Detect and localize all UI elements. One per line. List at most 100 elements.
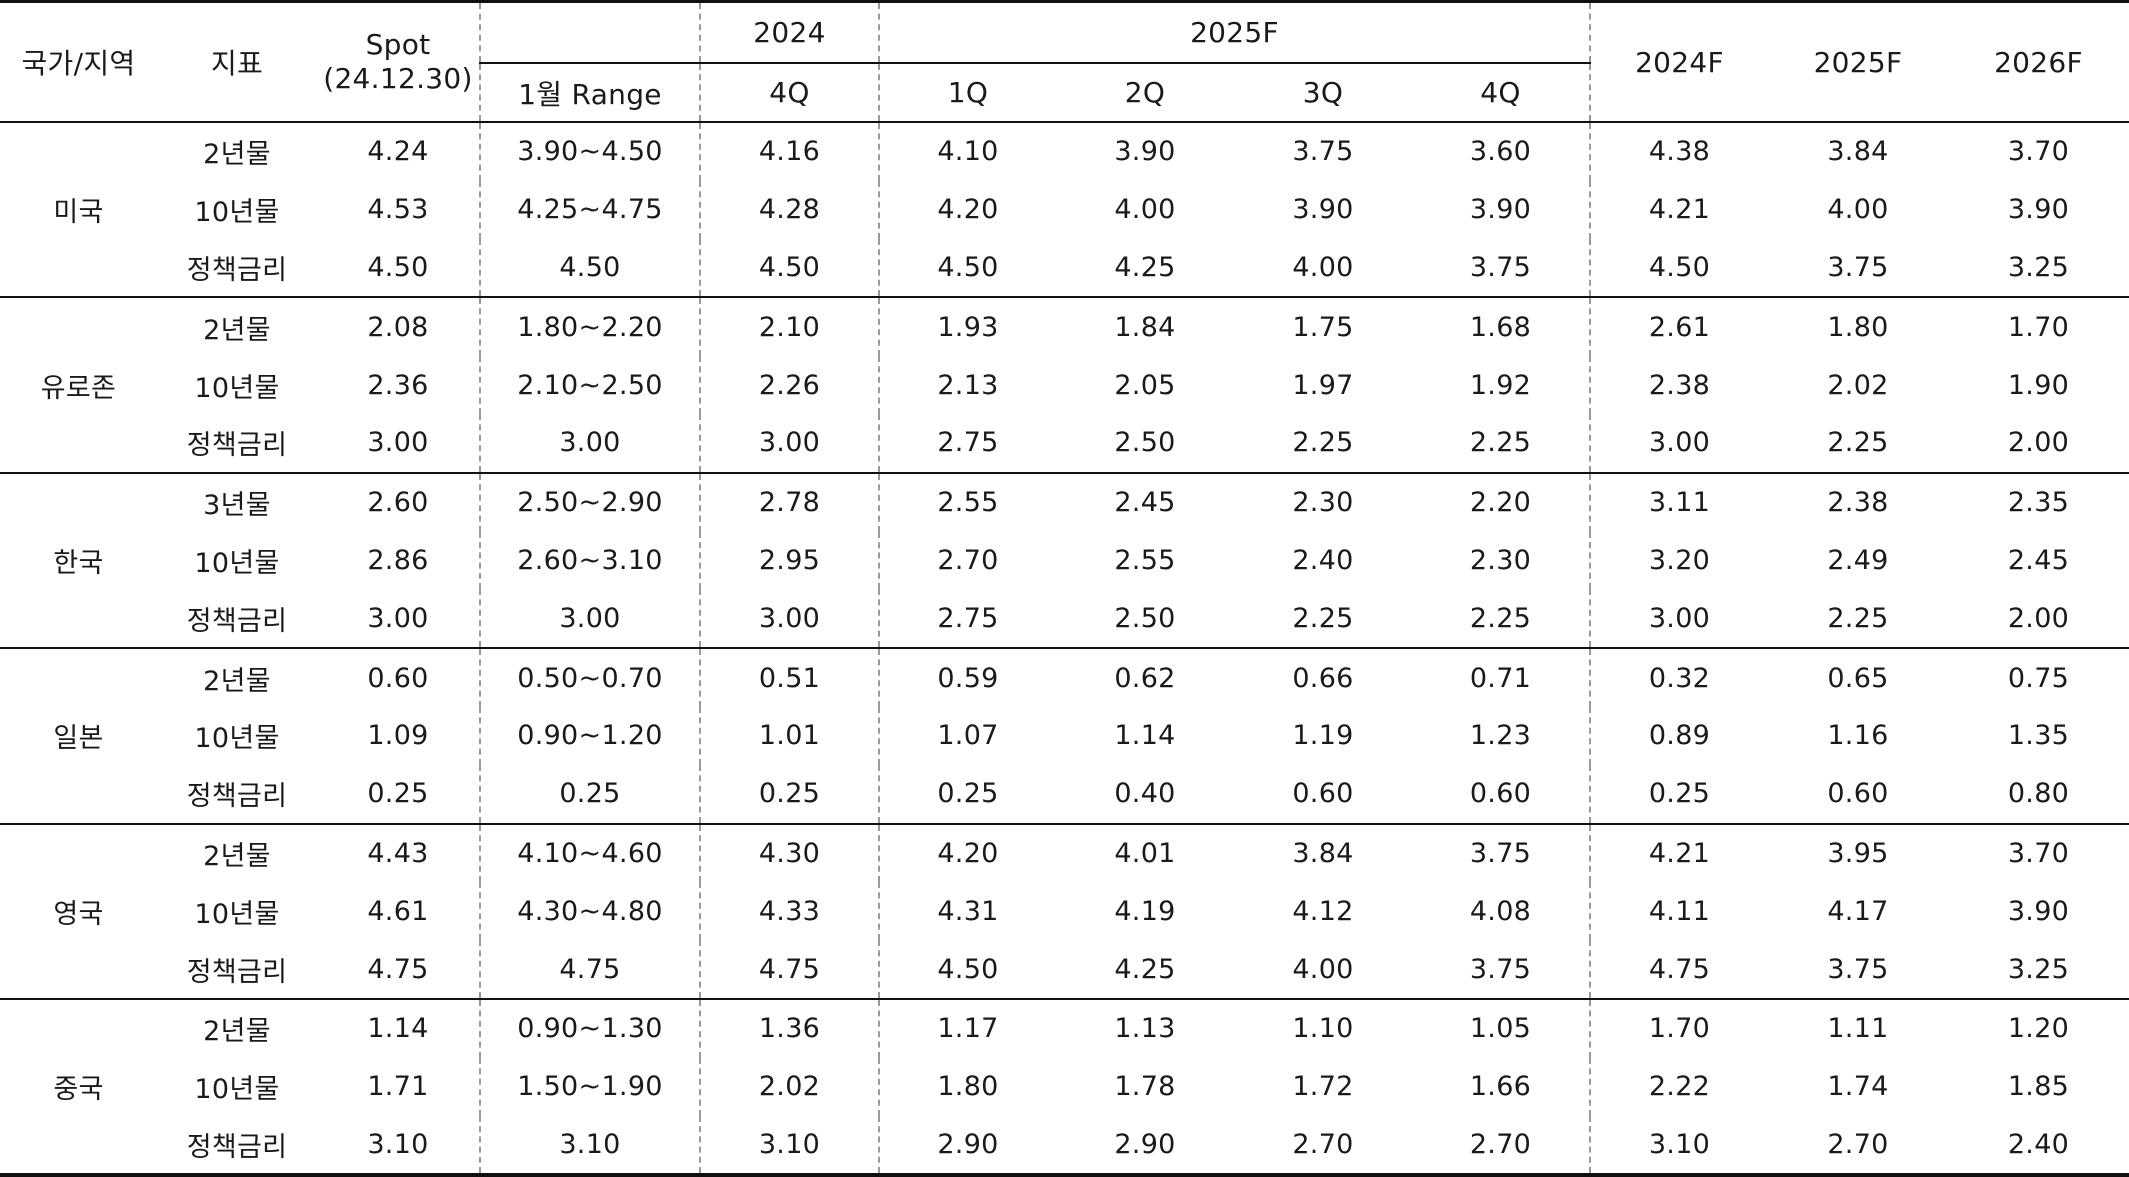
indicator-cell: 10년물	[194, 1074, 280, 1106]
header-2025f: 2025F	[1813, 45, 1903, 79]
y2025f-cell: 2.49	[1827, 544, 1889, 576]
q3-2025-cell: 2.30	[1292, 487, 1354, 519]
q4-2025-cell: 3.60	[1469, 136, 1532, 168]
range-cell: 4.10~4.60	[479, 823, 700, 883]
indicator-cell: 10년물	[194, 723, 280, 755]
table-row: 10년물 4.53 4.25~4.75 4.28 4.20 4.00 3.90 3.90 4.2…	[0, 180, 2129, 239]
q2-2025-cell: 0.62	[1114, 662, 1176, 694]
range-cell: 2.60~3.10	[479, 531, 700, 590]
y2024f-cell: 4.50	[1589, 238, 1768, 299]
table-row: 정책금리 3.00 3.00 3.00 2.75 2.50 2.25 2.25 3.00 2.25…	[0, 413, 2129, 474]
q1-2025-cell: 2.13	[878, 356, 1056, 414]
header-2025-3q: 3Q	[1302, 76, 1344, 109]
spot-cell: 4.75	[317, 940, 480, 1000]
q2-2025-cell: 2.05	[1114, 369, 1176, 401]
q4-2025-cell: 1.23	[1469, 720, 1532, 752]
y2025f-cell: 2.25	[1768, 413, 1948, 474]
q4-2025-cell: 3.75	[1412, 238, 1590, 299]
y2024f-cell: 3.00	[1589, 589, 1768, 650]
q2-2025-cell: 2.55	[1114, 544, 1176, 576]
table-row: 한국 3년물 2.60 2.50~2.90 2.78 2.55 2.45 2.30 2.20 3.…	[0, 472, 2129, 650]
q3-2025-cell: 3.90	[1292, 194, 1354, 226]
q1-2025-cell: 4.20	[878, 180, 1056, 239]
indicator-cell: 정책금리	[157, 940, 317, 1000]
q4-2024-cell: 4.16	[699, 122, 879, 181]
header-group-2024: 2024	[699, 1, 879, 64]
q4-2025-cell: 3.75	[1469, 837, 1532, 869]
q4-2025-cell: 2.30	[1469, 544, 1532, 576]
table-body: 미국 2년물 4.24 3.90~4.50 4.16 4.10 3.90 3.75 3.60 4.…	[0, 122, 2129, 1177]
table-row: 정책금리 0.25 0.25 0.25 0.25 0.40 0.60 0.60 0.25 0.60…	[0, 764, 2129, 825]
range-cell: 0.90~1.20	[479, 706, 700, 765]
q4-2025-cell: 1.92	[1469, 369, 1532, 401]
q2-2025-cell: 4.00	[1114, 194, 1176, 226]
q2-2025-cell: 0.40	[1056, 764, 1234, 825]
q2-2025-cell: 4.19	[1114, 895, 1176, 927]
q3-2025-cell: 1.75	[1292, 311, 1354, 343]
range-cell: 1.80~2.20	[479, 297, 700, 357]
y2025f-cell: 1.16	[1827, 720, 1889, 752]
y2025f-cell: 4.00	[1827, 194, 1889, 226]
y2026f-cell: 3.70	[2007, 136, 2070, 168]
q2-2025-cell: 4.01	[1114, 837, 1176, 869]
range-cell: 3.00	[479, 413, 700, 474]
indicator-cell: 정책금리	[157, 764, 317, 825]
q3-2025-cell: 0.66	[1292, 662, 1354, 694]
header-range-spacer	[479, 1, 700, 64]
q3-2025-cell: 2.40	[1292, 544, 1354, 576]
y2024f-cell: 3.20	[1589, 531, 1768, 590]
q3-2025-cell: 0.60	[1234, 764, 1412, 825]
y2025f-cell: 3.84	[1827, 136, 1889, 168]
spot-cell: 4.50	[317, 238, 480, 299]
q1-2025-cell: 4.20	[878, 823, 1056, 883]
region-name-cell: 일본	[0, 648, 157, 825]
spot-cell: 3.10	[317, 1115, 480, 1177]
spot-cell: 2.36	[367, 369, 429, 401]
q3-2025-cell: 2.70	[1234, 1115, 1412, 1177]
q1-2025-cell: 2.55	[878, 472, 1056, 532]
q1-2025-cell: 1.07	[878, 706, 1056, 765]
indicator-cell: 2년물	[203, 1016, 271, 1048]
spot-cell: 2.08	[367, 311, 429, 343]
spot-cell: 0.60	[367, 662, 429, 694]
y2024f-cell: 2.61	[1589, 297, 1768, 357]
q2-2025-cell: 1.14	[1114, 720, 1176, 752]
y2024f-cell: 0.32	[1589, 648, 1768, 707]
q4-2024-cell: 2.02	[699, 1057, 879, 1116]
q2-2025-cell: 2.90	[1056, 1115, 1234, 1177]
spot-cell: 3.00	[317, 413, 480, 474]
table-row: 유로존 2년물 2.08 1.80~2.20 2.10 1.93 1.84 1.75 1.68 2…	[0, 297, 2129, 474]
table-row: 10년물 2.86 2.60~3.10 2.95 2.70 2.55 2.40 2.30 3.2…	[0, 531, 2129, 590]
header-2024f: 2024F	[1589, 1, 1768, 122]
y2026f-cell: 0.80	[1948, 764, 2129, 825]
q3-2025-cell: 1.10	[1292, 1013, 1354, 1045]
q2-2025-cell: 4.25	[1056, 940, 1234, 1000]
region-name-cell: 중국	[0, 998, 157, 1177]
q4-2025-cell: 1.66	[1469, 1071, 1532, 1103]
q3-2025-cell: 3.75	[1292, 136, 1354, 168]
q4-2024-cell: 1.01	[699, 706, 879, 765]
indicator-cell: 2년물	[203, 665, 271, 697]
y2026f-cell: 3.70	[2007, 837, 2070, 869]
range-cell: 0.90~1.30	[479, 998, 700, 1058]
table-row: 정책금리 4.75 4.75 4.75 4.50 4.25 4.00 3.75 4.75 3.75…	[0, 940, 2129, 1000]
y2026f-cell: 1.20	[2007, 1013, 2070, 1045]
table-row: 정책금리 3.10 3.10 3.10 2.90 2.90 2.70 2.70 3.10 2.70…	[0, 1115, 2129, 1177]
q3-2025-cell: 4.00	[1234, 238, 1412, 299]
header-2025-2q: 2Q	[1124, 76, 1166, 109]
q2-2025-cell: 2.45	[1114, 487, 1176, 519]
spot-cell: 2.60	[367, 487, 429, 519]
spot-cell: 1.71	[367, 1071, 429, 1103]
range-cell: 4.50	[479, 238, 700, 299]
y2024f-cell: 3.00	[1589, 413, 1768, 474]
q1-2025-cell: 1.80	[878, 1057, 1056, 1116]
q4-2025-cell: 2.25	[1412, 589, 1590, 650]
header-range: 1월 Range	[479, 63, 700, 122]
q2-2025-cell: 1.84	[1114, 311, 1176, 343]
spot-cell: 4.61	[367, 895, 429, 927]
q2-2025-cell: 3.90	[1114, 136, 1176, 168]
indicator-cell: 10년물	[194, 197, 280, 229]
q4-2024-cell: 3.00	[699, 589, 879, 650]
indicator-cell: 10년물	[194, 372, 280, 404]
